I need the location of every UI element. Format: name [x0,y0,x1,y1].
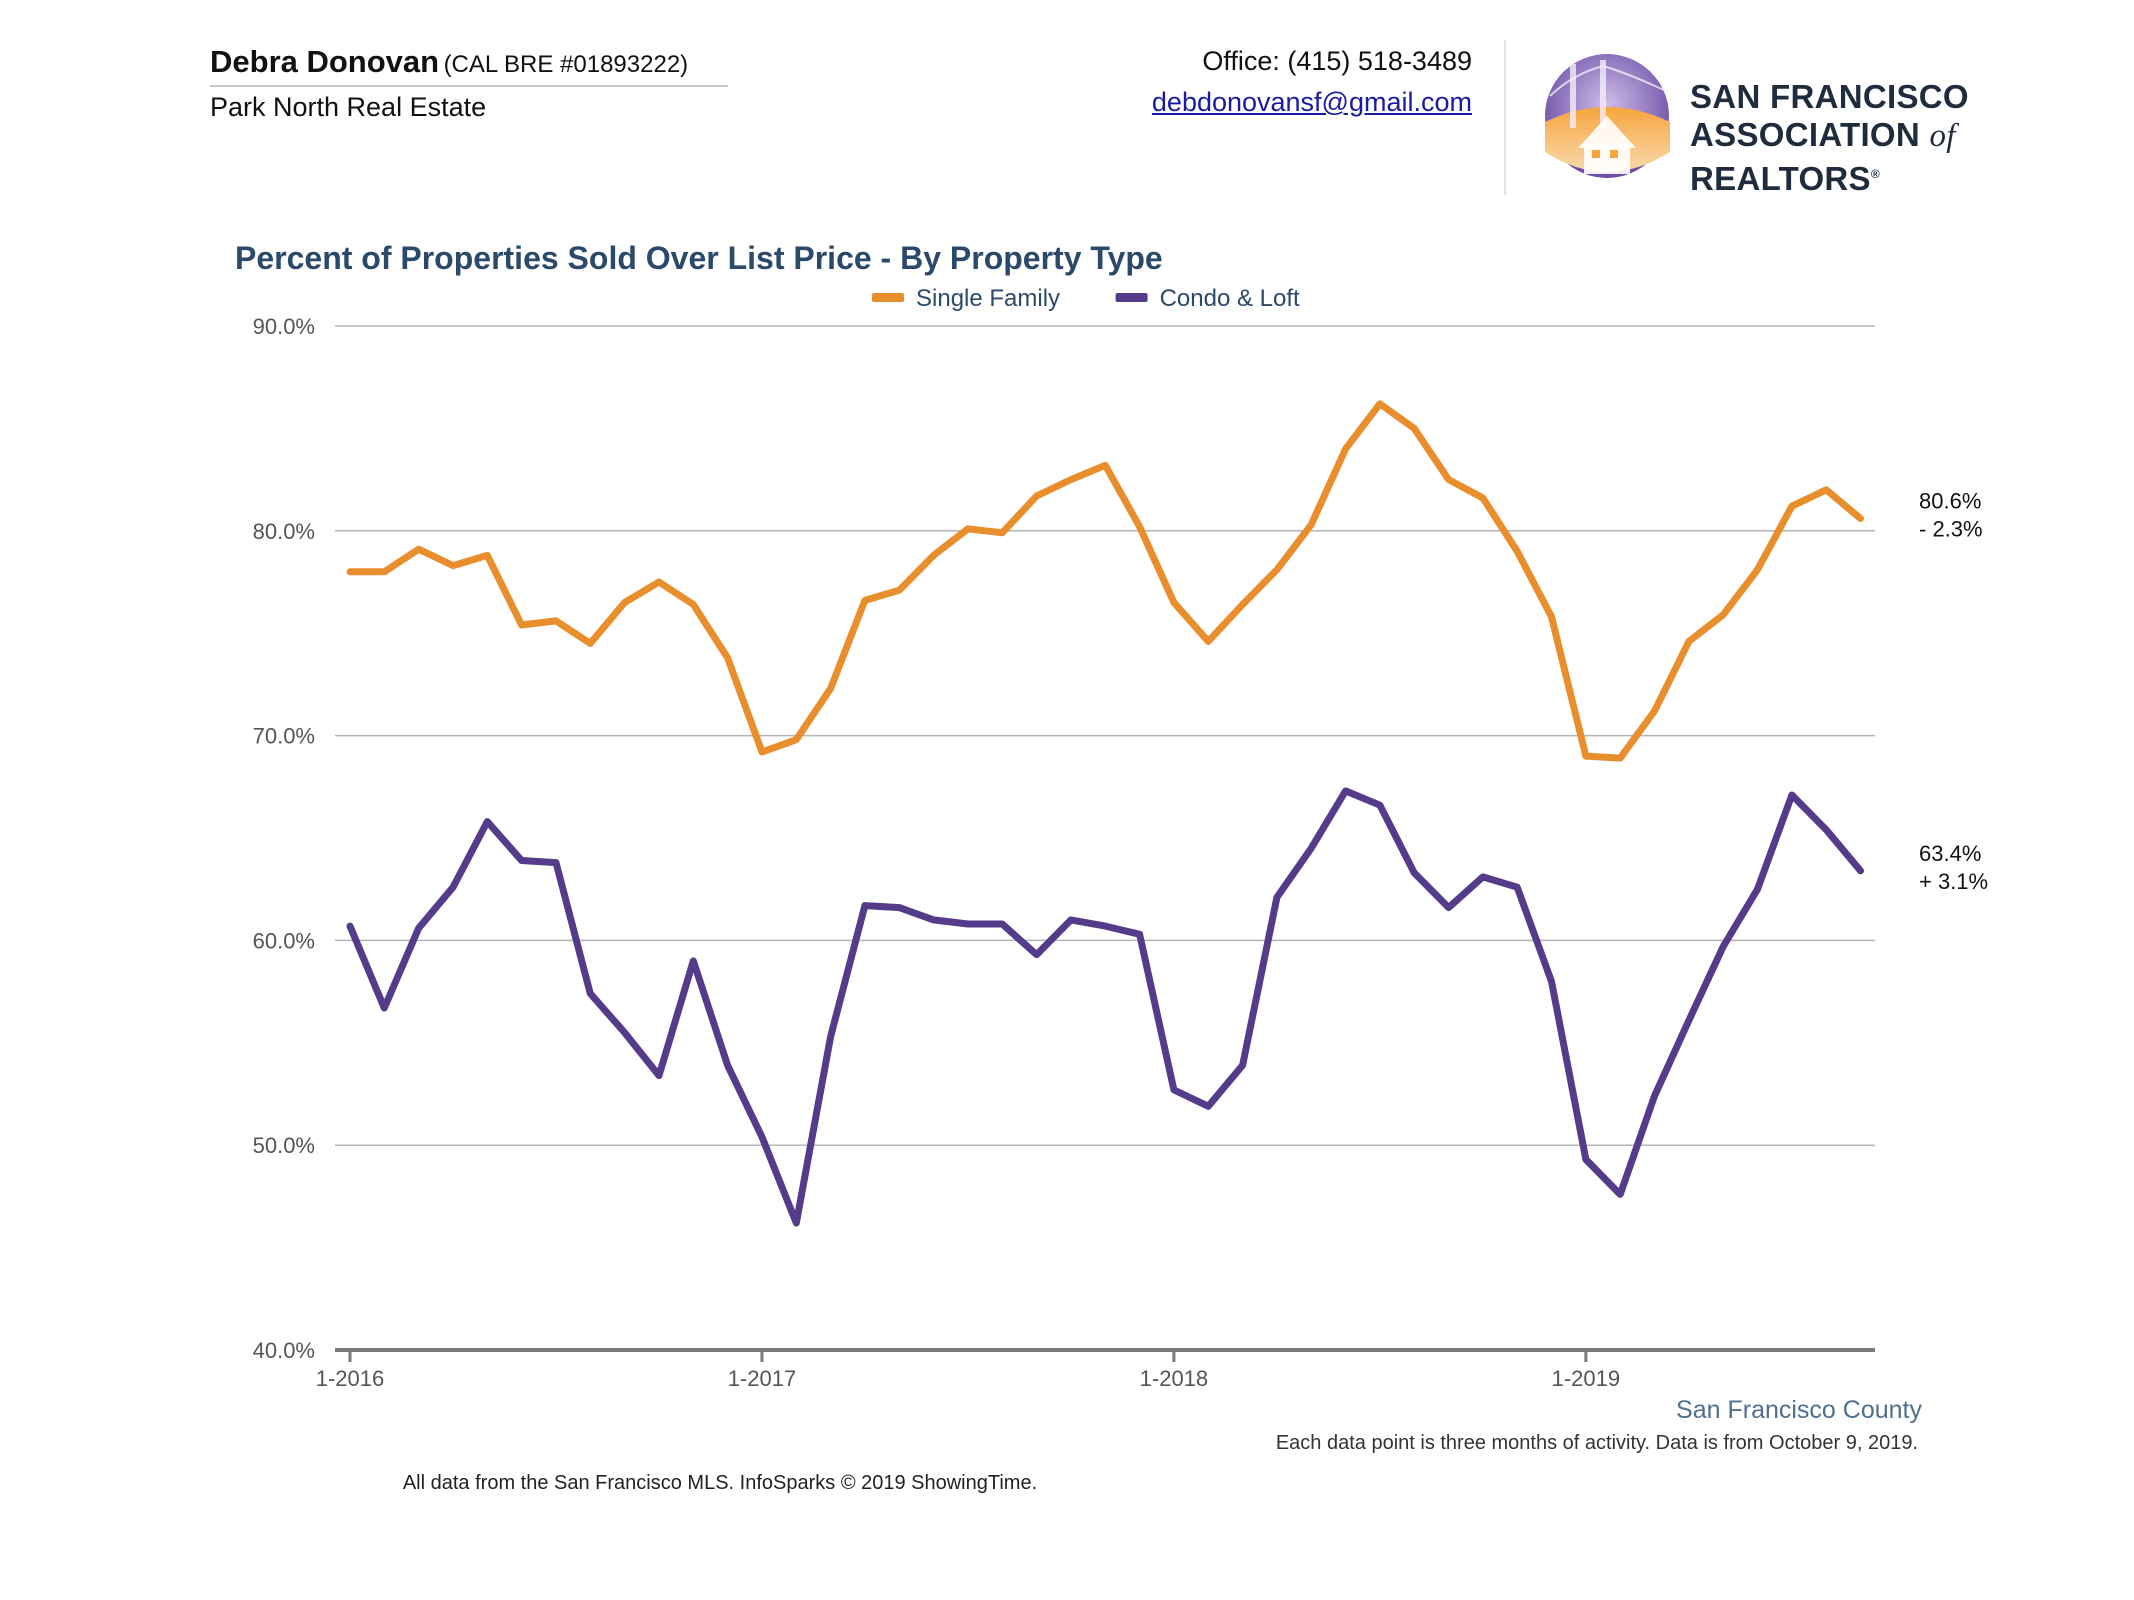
office-phone: Office: (415) 518-3489 [1202,46,1472,76]
end-value-label: 63.4% [1919,841,1981,866]
data-note: Each data point is three months of activ… [1275,1432,1918,1454]
series-line-condo-loft [346,787,1864,1227]
x-tick-label: 1-2016 [316,1366,385,1391]
y-tick-label: 70.0% [253,724,315,749]
chart-legend: Single Family Condo & Loft [872,285,1300,312]
end-value-label: 80.6% [1919,489,1981,514]
end-labels: 80.6% - 2.3% 63.4% + 3.1% [1919,489,1988,894]
logo-divider [1504,40,1506,195]
legend-swatch [1115,293,1148,302]
y-tick-label: 90.0% [253,314,315,339]
chart-grid [335,325,1875,1146]
sfar-logo: SAN FRANCISCO ASSOCIATION of REALTORS® [1540,52,2100,197]
end-change-label: + 3.1% [1919,869,1988,894]
chart-title: Percent of Properties Sold Over List Pri… [235,240,1163,276]
agent-name: Debra Donovan [210,44,440,79]
y-tick-label: 40.0% [253,1338,315,1363]
series-line-single-family [346,400,1864,762]
y-axis: 40.0% 50.0% 60.0% 70.0% 80.0% 90.0% [253,314,315,1363]
agent-divider [210,85,728,87]
source-note: All data from the San Francisco MLS. Inf… [402,1472,1038,1494]
region-label: San Francisco County [1676,1396,1922,1424]
legend-label: Single Family [916,285,1060,312]
y-tick-label: 60.0% [253,928,315,953]
chart-series [346,400,1864,1227]
logo-line-1: SAN FRANCISCO [1690,78,1969,115]
logo-line-2: ASSOCIATION of REALTORS® [1690,116,1956,197]
contact-block: Office: (415) 518-3489 debdonovansf@gmai… [1152,46,1472,118]
agent-license: (CAL BRE #01893222) [443,51,689,78]
legend-swatch [872,293,904,302]
y-tick-label: 50.0% [253,1133,315,1158]
end-change-label: - 2.3% [1919,517,1983,542]
sfar-logo-text: SAN FRANCISCO ASSOCIATION of REALTORS® [1690,78,2100,198]
legend-label: Condo & Loft [1160,285,1300,312]
x-axis: 1-2016 1-2017 1-2018 1-2019 [316,1348,1875,1391]
x-tick-label: 1-2017 [728,1366,797,1391]
y-tick-label: 80.0% [253,519,315,544]
x-tick-label: 1-2019 [1552,1366,1621,1391]
x-tick-label: 1-2018 [1140,1366,1209,1391]
agent-company: Park North Real Estate [210,92,487,122]
sfar-logo-icon [1545,54,1670,178]
agent-block: Debra Donovan (CAL BRE #01893222) [210,44,688,80]
email-link[interactable]: debdonovansf@gmail.com [1151,87,1472,117]
